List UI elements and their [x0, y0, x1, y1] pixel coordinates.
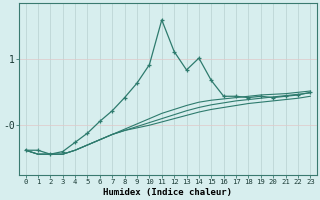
X-axis label: Humidex (Indice chaleur): Humidex (Indice chaleur)	[103, 188, 232, 197]
